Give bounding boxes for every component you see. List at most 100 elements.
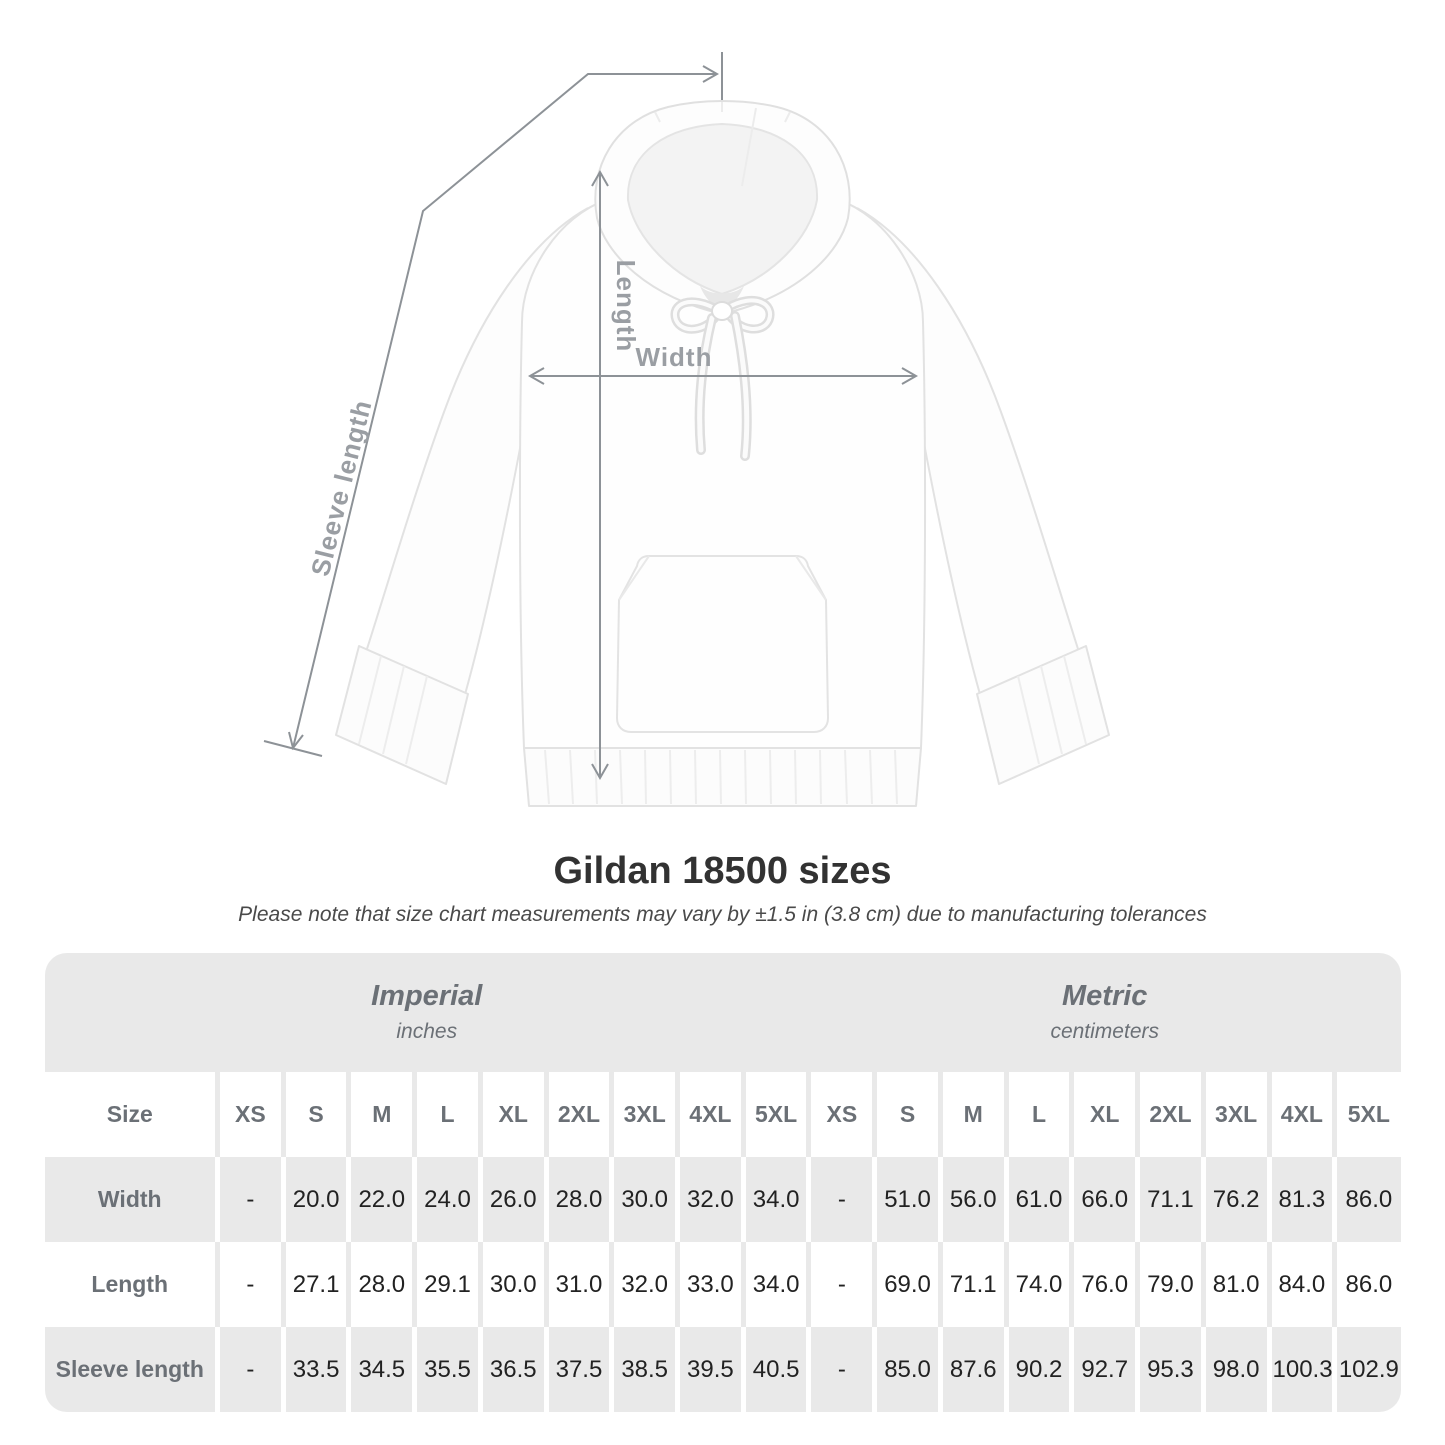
size-col-header: 5XL [1332, 1072, 1401, 1157]
hoodie-hood [594, 99, 851, 316]
value-cell: 69.0 [872, 1242, 941, 1327]
value-cell: - [215, 1327, 284, 1412]
value-cell: 26.0 [477, 1157, 547, 1242]
value-cell: - [215, 1242, 284, 1327]
value-cell: 32.0 [675, 1157, 744, 1242]
value-cell: 98.0 [1200, 1327, 1269, 1412]
unit-band-row: Imperial inches Metric centimeters [44, 953, 1401, 1072]
value-cell: 56.0 [937, 1157, 1007, 1242]
value-cell: 86.0 [1332, 1157, 1401, 1242]
value-cell: 100.3 [1266, 1327, 1335, 1412]
size-header-row: Size XS S M L XL 2XL 3XL 4XL 5XL XS S M L XL 2XL 3XL 4XL… [44, 1072, 1401, 1157]
value-cell: 28.0 [346, 1242, 415, 1327]
value-cell: 39.5 [675, 1327, 744, 1412]
value-cell: 32.0 [609, 1242, 678, 1327]
metric-label: Metric [1062, 979, 1148, 1012]
unit-band-metric: Metric centimeters [808, 953, 1401, 1072]
size-corner-header: Size [44, 1072, 218, 1157]
value-cell: 34.0 [740, 1242, 809, 1327]
value-cell: - [806, 1157, 875, 1242]
value-cell: - [806, 1242, 875, 1327]
value-cell: 81.0 [1200, 1242, 1269, 1327]
value-cell: 76.2 [1200, 1157, 1269, 1242]
sleeve-measure-line [263, 52, 723, 757]
width-measure-line [527, 367, 919, 385]
size-col-header: XL [1069, 1072, 1138, 1157]
value-cell: 51.0 [872, 1157, 941, 1242]
value-cell: 92.7 [1069, 1327, 1138, 1412]
value-cell: 34.5 [346, 1327, 415, 1412]
value-cell: - [215, 1157, 284, 1242]
size-diagram: Length Width Sleeve length [263, 52, 1110, 807]
value-cell: 95.3 [1135, 1327, 1204, 1412]
size-col-header: 4XL [1266, 1072, 1335, 1157]
value-cell: 35.5 [412, 1327, 481, 1412]
hoodie-illustration: Length Width Sleeve length [263, 52, 1110, 807]
tolerance-note: Please note that size chart measurements… [238, 903, 1207, 926]
size-col-header: 5XL [740, 1072, 809, 1157]
size-col-header: L [412, 1072, 481, 1157]
value-cell: 86.0 [1332, 1242, 1401, 1327]
measurement-row: Width -20.0 22.0 24.0 26.0 28.0 30.0 32.0 34.0-5… [44, 1157, 1401, 1242]
hoodie-pocket [616, 555, 829, 733]
hoodie-drawstring [670, 295, 775, 461]
value-cell: 36.5 [477, 1327, 547, 1412]
value-cell: 87.6 [937, 1327, 1007, 1412]
value-cell: 81.3 [1266, 1157, 1335, 1242]
value-cell: 28.0 [543, 1157, 612, 1242]
value-cell: 22.0 [346, 1157, 415, 1242]
value-cell: 30.0 [609, 1157, 678, 1242]
length-measure-line [591, 169, 609, 781]
size-col-header: 2XL [1135, 1072, 1204, 1157]
value-cell: 74.0 [1003, 1242, 1072, 1327]
value-cell: 79.0 [1135, 1242, 1204, 1327]
value-cell: 85.0 [872, 1327, 941, 1412]
value-cell: - [806, 1327, 875, 1412]
row-label: Sleeve length [44, 1327, 218, 1412]
value-cell: 71.1 [937, 1242, 1007, 1327]
size-col-header: XS [215, 1072, 284, 1157]
size-col-header: XL [477, 1072, 547, 1157]
value-cell: 71.1 [1135, 1157, 1204, 1242]
value-cell: 20.0 [280, 1157, 349, 1242]
value-cell: 33.0 [675, 1242, 744, 1327]
value-cell: 66.0 [1069, 1157, 1138, 1242]
value-cell: 38.5 [609, 1327, 678, 1412]
measurement-row: Sleeve length -33.5 34.5 35.5 36.5 37.5 38.5 39… [44, 1327, 1401, 1412]
hoodie-hem [523, 747, 922, 807]
size-chart-table: Imperial inches Metric centimeters Size … [44, 953, 1401, 1412]
metric-unit-label: centimeters [1050, 1020, 1159, 1044]
value-cell: 40.5 [740, 1327, 809, 1412]
page-title: Gildan 18500 sizes [553, 850, 892, 892]
value-cell: 90.2 [1003, 1327, 1072, 1412]
value-cell: 76.0 [1069, 1242, 1138, 1327]
size-col-header: 3XL [609, 1072, 678, 1157]
table-body: Width -20.0 22.0 24.0 26.0 28.0 30.0 32.0 34.0-5… [44, 1157, 1401, 1412]
row-label: Length [44, 1242, 218, 1327]
size-col-header: L [1003, 1072, 1072, 1157]
size-col-header: XS [806, 1072, 875, 1157]
value-cell: 37.5 [543, 1327, 612, 1412]
size-col-header: 3XL [1200, 1072, 1269, 1157]
size-chart: Imperial inches Metric centimeters Size … [44, 953, 1401, 1412]
value-cell: 33.5 [280, 1327, 349, 1412]
value-cell: 34.0 [740, 1157, 809, 1242]
hoodie-right-cuff [976, 645, 1110, 785]
hoodie-left-cuff [335, 645, 469, 785]
size-col-header: M [346, 1072, 415, 1157]
size-col-header: 2XL [543, 1072, 612, 1157]
size-col-header: 4XL [675, 1072, 744, 1157]
value-cell: 61.0 [1003, 1157, 1072, 1242]
value-cell: 30.0 [477, 1242, 547, 1327]
unit-band-imperial: Imperial inches [44, 953, 809, 1072]
imperial-label: Imperial [371, 979, 483, 1012]
value-cell: 27.1 [280, 1242, 349, 1327]
length-label: Length [611, 260, 641, 353]
value-cell: 29.1 [412, 1242, 481, 1327]
size-col-header: M [937, 1072, 1007, 1157]
value-cell: 24.0 [412, 1157, 481, 1242]
width-label: Width [636, 342, 713, 372]
value-cell: 84.0 [1266, 1242, 1335, 1327]
row-label: Width [44, 1157, 218, 1242]
measurement-row: Length -27.1 28.0 29.1 30.0 31.0 32.0 33.0 34.0-… [44, 1242, 1401, 1327]
